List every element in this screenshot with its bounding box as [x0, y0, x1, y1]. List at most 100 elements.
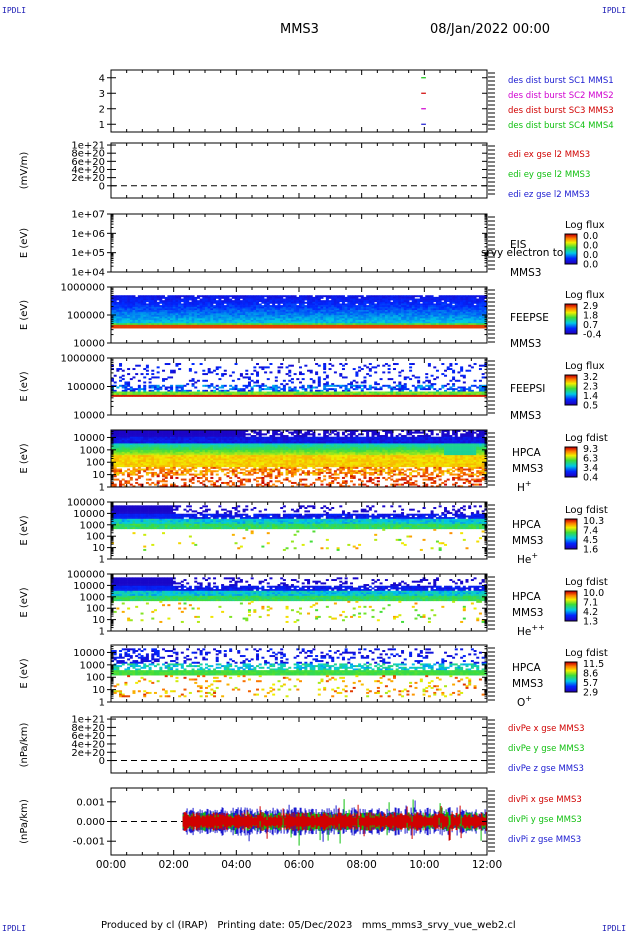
heatmap-cell: [280, 366, 284, 369]
heatmap-cell: [296, 326, 300, 329]
heatmap-cell: [191, 323, 195, 326]
heatmap-cell: [427, 386, 431, 389]
heatmap-cell: [156, 456, 160, 459]
heatmap-cell: [178, 363, 182, 366]
heatmap-cell: [162, 465, 166, 468]
heatmap-cell: [465, 305, 469, 308]
heatmap-cell: [119, 323, 123, 326]
heatmap-cell: [393, 368, 396, 371]
heatmap-cell: [135, 301, 139, 304]
heatmap-cell: [406, 308, 410, 311]
heatmap-cell: [274, 316, 278, 319]
colorbar-cell: [565, 261, 577, 263]
heatmap-cell: [151, 440, 155, 443]
heatmap-cell: [299, 386, 302, 389]
heatmap-cell: [398, 384, 402, 387]
colorbar-cell: [565, 249, 577, 251]
heatmap-cell: [226, 310, 230, 313]
heatmap-cell: [250, 315, 254, 317]
heatmap-cell: [145, 463, 149, 466]
heatmap-cell: [390, 316, 394, 319]
heatmap-cell: [309, 310, 313, 313]
heatmap-cell: [363, 300, 367, 303]
heatmap-cell: [234, 384, 238, 387]
heatmap-cell: [277, 316, 281, 319]
heatmap-cell: [119, 451, 123, 454]
heatmap-cell: [393, 295, 396, 298]
heatmap-cell: [406, 321, 410, 324]
heatmap-cell: [328, 310, 332, 313]
heatmap-cell: [124, 448, 128, 451]
heatmap-cell: [231, 300, 235, 303]
heatmap-cell: [159, 468, 163, 471]
heatmap-cell: [274, 376, 278, 379]
heatmap-cell: [223, 296, 227, 299]
heatmap-cell: [478, 318, 482, 321]
heatmap-cell: [116, 313, 120, 316]
heatmap-cell: [457, 389, 461, 392]
heatmap-cell: [242, 319, 246, 322]
heatmap-cell: [116, 471, 120, 474]
heatmap-cell: [162, 450, 166, 453]
heatmap-cell: [438, 295, 442, 298]
heatmap-cell: [129, 326, 133, 329]
heatmap-cell: [350, 316, 354, 319]
heatmap-cell: [124, 393, 128, 396]
heatmap-cell: [121, 453, 125, 456]
heatmap-cell: [148, 303, 152, 306]
heatmap-cell: [231, 308, 235, 311]
heatmap-cell: [347, 305, 351, 308]
heatmap-cell: [237, 308, 241, 311]
colorbar-tick-label: 0.0: [583, 231, 598, 242]
heatmap-cell: [242, 394, 246, 397]
heatmap-cell: [151, 305, 155, 308]
heatmap-cell: [116, 386, 120, 389]
heatmap-cell: [376, 319, 380, 322]
heatmap-cell: [352, 391, 356, 394]
y-axis-label: E (eV): [19, 228, 30, 258]
heatmap-cell: [360, 316, 364, 319]
heatmap-cell: [129, 450, 133, 453]
heatmap-cell: [129, 308, 133, 311]
heatmap-cell: [140, 461, 144, 464]
heatmap-cell: [422, 393, 426, 396]
heatmap-cell: [476, 386, 480, 389]
heatmap-cell: [156, 475, 160, 478]
heatmap-cell: [446, 305, 450, 308]
colorbar-cell: [565, 306, 577, 308]
heatmap-cell: [371, 306, 375, 309]
heatmap-cell: [250, 316, 254, 319]
heatmap-cell: [328, 308, 332, 311]
heatmap-cell: [422, 318, 426, 321]
heatmap-cell: [148, 458, 152, 461]
heatmap-cell: [476, 321, 480, 324]
heatmap-cell: [473, 319, 477, 322]
heatmap-cell: [250, 373, 254, 376]
heatmap-cell: [250, 393, 254, 396]
heatmap-cell: [274, 310, 278, 313]
heatmap-cell: [210, 318, 214, 321]
heatmap-cell: [124, 318, 128, 321]
heatmap-cell: [328, 321, 332, 324]
heatmap-cell: [116, 316, 120, 319]
heatmap-cell: [422, 386, 426, 389]
heatmap-cell: [376, 311, 380, 314]
heatmap-cell: [315, 393, 319, 396]
heatmap-cell: [143, 431, 147, 434]
heatmap-cell: [129, 321, 133, 324]
heatmap-cell: [202, 303, 206, 306]
heatmap-cell: [288, 391, 292, 394]
heatmap-cell: [299, 300, 302, 303]
heatmap-cell: [256, 319, 260, 322]
heatmap-cell: [293, 311, 297, 314]
heatmap-cell: [304, 313, 308, 316]
heatmap-cell: [328, 323, 332, 326]
heatmap-cell: [143, 321, 147, 324]
heatmap-cell: [153, 471, 157, 474]
heatmap-cell: [299, 308, 302, 311]
heatmap-cell: [256, 324, 260, 327]
heatmap-cell: [341, 305, 345, 308]
heatmap-cell: [274, 298, 278, 301]
heatmap-cell: [411, 321, 415, 324]
heatmap-cell: [320, 305, 324, 308]
